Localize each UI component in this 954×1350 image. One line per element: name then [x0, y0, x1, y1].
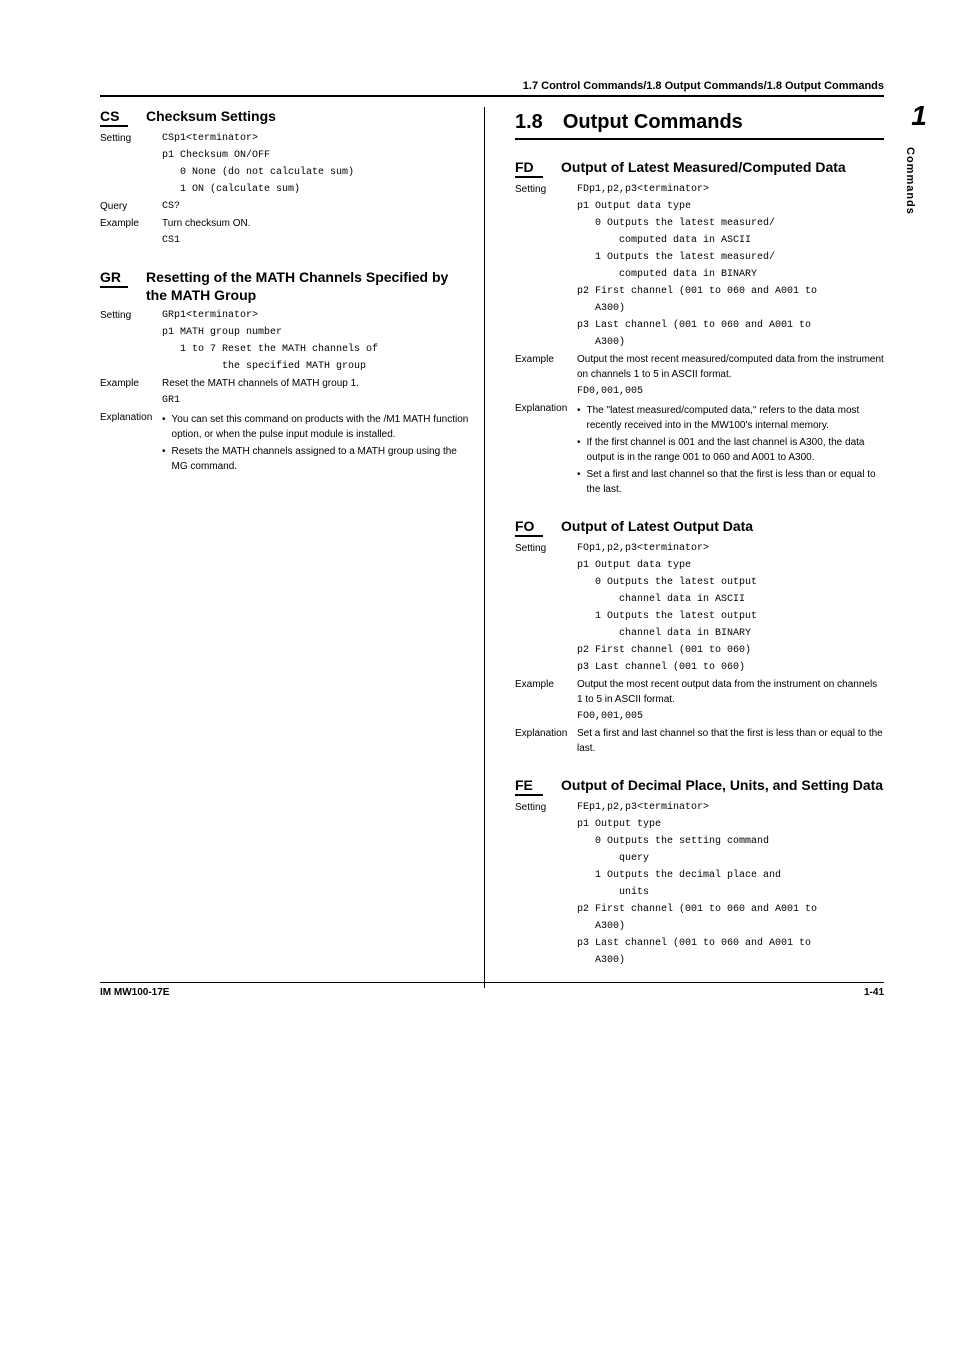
label-query: Query [100, 199, 162, 214]
param: A300) [577, 953, 884, 968]
example-code: FD0,001,005 [577, 384, 884, 399]
opt: computed data in ASCII [577, 233, 884, 248]
opt: 1 Outputs the decimal place and [577, 868, 884, 883]
bullet-icon: • [162, 444, 166, 474]
cmd-title-fe: Output of Decimal Place, Units, and Sett… [561, 776, 883, 794]
opt: the specified MATH group [162, 359, 469, 374]
opt: units [577, 885, 884, 900]
explanation-item: If the first channel is 001 and the last… [587, 435, 884, 465]
opt: 0 Outputs the setting command [577, 834, 884, 849]
syntax: FOp1,p2,p3<terminator> [577, 541, 884, 556]
opt: computed data in BINARY [577, 267, 884, 282]
explanation-text: Set a first and last channel so that the… [577, 726, 884, 756]
param: p2 First channel (001 to 060 and A001 to [577, 902, 884, 917]
syntax: FDp1,p2,p3<terminator> [577, 182, 884, 197]
param: p1 Checksum ON/OFF [162, 148, 469, 163]
example-code: GR1 [162, 393, 469, 408]
opt: query [577, 851, 884, 866]
left-column: CS Checksum Settings Setting CSp1<termin… [100, 107, 485, 988]
param: p3 Last channel (001 to 060 and A001 to [577, 936, 884, 951]
example-code: FO0,001,005 [577, 709, 884, 724]
example-text: Output the most recent output data from … [577, 677, 884, 707]
opt: 0 None (do not calculate sum) [162, 165, 469, 180]
param: A300) [577, 301, 884, 316]
param: p3 Last channel (001 to 060) [577, 660, 884, 675]
section-heading: 1.8 Output Commands [515, 111, 884, 140]
example-code: CS1 [162, 233, 469, 248]
right-column: 1.8 Output Commands FD Output of Latest … [515, 107, 884, 988]
example-text: Reset the MATH channels of MATH group 1. [162, 376, 469, 391]
opt: 1 Outputs the latest measured/ [577, 250, 884, 265]
footer-page-number: 1-41 [864, 987, 884, 998]
cmd-title-cs: Checksum Settings [146, 107, 276, 125]
cmd-code-fo: FO [515, 518, 543, 537]
syntax: FEp1,p2,p3<terminator> [577, 800, 884, 815]
section-number: 1.8 [515, 111, 543, 134]
example-text: Turn checksum ON. [162, 216, 469, 231]
opt: channel data in ASCII [577, 592, 884, 607]
cmd-code-fe: FE [515, 777, 543, 796]
cmd-gr: GR Resetting of the MATH Channels Specif… [100, 268, 469, 474]
param: p3 Last channel (001 to 060 and A001 to [577, 318, 884, 333]
side-tab: 1 Commands [904, 100, 934, 215]
cmd-fo: FO Output of Latest Output Data Setting … [515, 517, 884, 756]
label-setting: Setting [100, 308, 162, 323]
label-example: Example [515, 677, 577, 707]
label-setting: Setting [515, 541, 577, 556]
cmd-code-gr: GR [100, 269, 128, 288]
label-example: Example [100, 376, 162, 391]
bullet-icon: • [577, 403, 581, 433]
section-title: Output Commands [563, 111, 743, 134]
page-footer: IM MW100-17E 1-41 [100, 982, 884, 998]
opt: 0 Outputs the latest output [577, 575, 884, 590]
param: p1 Output data type [577, 199, 884, 214]
explanation-item: Resets the MATH channels assigned to a M… [172, 444, 469, 474]
cmd-title-gr: Resetting of the MATH Channels Specified… [146, 268, 469, 304]
cmd-fd: FD Output of Latest Measured/Computed Da… [515, 158, 884, 497]
explanation-item: Set a first and last channel so that the… [587, 467, 884, 497]
cmd-fe: FE Output of Decimal Place, Units, and S… [515, 776, 884, 968]
param: A300) [577, 919, 884, 934]
opt: 0 Outputs the latest measured/ [577, 216, 884, 231]
label-explanation: Explanation [100, 410, 162, 474]
opt: 1 Outputs the latest output [577, 609, 884, 624]
label-example: Example [515, 352, 577, 382]
cmd-cs: CS Checksum Settings Setting CSp1<termin… [100, 107, 469, 248]
label-setting: Setting [515, 800, 577, 815]
footer-doc-id: IM MW100-17E [100, 987, 169, 998]
example-text: Output the most recent measured/computed… [577, 352, 884, 382]
cmd-title-fo: Output of Latest Output Data [561, 517, 753, 535]
param: p1 MATH group number [162, 325, 469, 340]
param: p2 First channel (001 to 060 and A001 to [577, 284, 884, 299]
bullet-icon: • [577, 467, 581, 497]
param: p2 First channel (001 to 060) [577, 643, 884, 658]
bullet-icon: • [162, 412, 166, 442]
param: p1 Output data type [577, 558, 884, 573]
query: CS? [162, 199, 469, 214]
opt: 1 to 7 Reset the MATH channels of [162, 342, 469, 357]
explanation-item: The "latest measured/computed data," ref… [587, 403, 884, 433]
label-example: Example [100, 216, 162, 231]
param: p1 Output type [577, 817, 884, 832]
opt: channel data in BINARY [577, 626, 884, 641]
bullet-icon: • [577, 435, 581, 465]
syntax: GRp1<terminator> [162, 308, 469, 323]
syntax: CSp1<terminator> [162, 131, 469, 146]
opt: 1 ON (calculate sum) [162, 182, 469, 197]
param: A300) [577, 335, 884, 350]
cmd-title-fd: Output of Latest Measured/Computed Data [561, 158, 846, 176]
cmd-code-cs: CS [100, 108, 128, 127]
chapter-label: Commands [904, 147, 916, 215]
chapter-number: 1 [904, 100, 934, 132]
cmd-code-fd: FD [515, 159, 543, 178]
label-explanation: Explanation [515, 401, 577, 497]
label-setting: Setting [100, 131, 162, 146]
label-setting: Setting [515, 182, 577, 197]
breadcrumb: 1.7 Control Commands/1.8 Output Commands… [100, 80, 884, 97]
explanation-item: You can set this command on products wit… [172, 412, 469, 442]
label-explanation: Explanation [515, 726, 577, 756]
